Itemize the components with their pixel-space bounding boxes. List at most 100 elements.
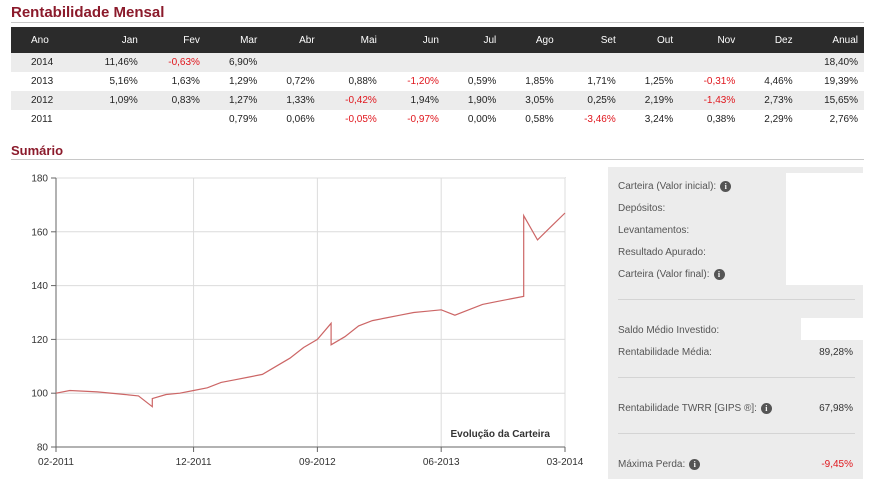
summary-title: Sumário [11, 143, 64, 158]
column-header: Fev [143, 27, 206, 53]
final-value-label: Carteira (Valor final): i [618, 269, 725, 280]
table-cell: 3,05% [502, 91, 560, 110]
plot-area [55, 177, 566, 448]
table-cell [621, 53, 680, 72]
x-tick-label: 06-2013 [423, 457, 460, 468]
table-cell [444, 53, 503, 72]
table-cell [382, 53, 445, 72]
table-cell [679, 53, 742, 72]
table-cell: -1,20% [407, 76, 439, 87]
table-cell [502, 53, 560, 72]
table-cell: 0,00% [467, 114, 497, 125]
table-cell: -0,63% [143, 53, 206, 72]
table-cell: -1,43% [679, 91, 742, 110]
table-cell: 2,73% [741, 91, 799, 110]
table-cell: 2011 [31, 114, 53, 125]
column-header: Dez [741, 27, 799, 53]
summary-panel: Carteira (Valor inicial): i Depósitos: Le… [608, 167, 863, 479]
column-header: Ano [11, 27, 80, 53]
table-cell: 1,71% [587, 76, 616, 87]
table-cell: 4,46% [764, 76, 793, 87]
chart-title: Evolução da Carteira [451, 429, 551, 440]
table-cell: -0,42% [320, 91, 383, 110]
table-cell: -0,05% [345, 114, 377, 125]
table-cell: 1,63% [171, 76, 200, 87]
x-tick-label: 12-2011 [176, 457, 212, 468]
table-cell: 3,24% [644, 114, 674, 125]
table-row: 2014 11,46% -0,63% 6,90% 18,40% [11, 53, 864, 72]
table-cell: 2,29% [764, 114, 793, 125]
column-header: Anual [798, 27, 864, 53]
result-label: Resultado Apurado: [618, 247, 706, 258]
column-header: Abr [263, 27, 321, 53]
table-cell: 0,06% [286, 114, 315, 125]
x-tick-label: 03-2014 [547, 457, 584, 468]
table-cell: 0,59% [467, 76, 497, 87]
table-cell: 19,39% [824, 76, 858, 87]
table-cell: 2,76% [829, 114, 858, 125]
table-cell: 2012 [11, 91, 80, 110]
table-cell: 0,88% [348, 76, 377, 87]
y-tick-label: 180 [31, 174, 48, 185]
table-cell: -0,31% [703, 76, 736, 87]
info-icon[interactable]: i [689, 459, 701, 470]
table-cell [80, 110, 144, 129]
table-row: 2011 0,79% 0,06% -0,05% -0,97% 0,00% 0,58% -3,4… [11, 110, 864, 129]
info-icon[interactable]: i [713, 269, 725, 280]
value-box [786, 173, 863, 285]
series-line [55, 212, 566, 408]
twrr-value: 67,98% [819, 403, 853, 414]
table-cell: 0,72% [286, 76, 315, 87]
table-cell: 1,90% [444, 91, 503, 110]
y-tick-label: 120 [31, 335, 48, 346]
title-divider [11, 159, 864, 160]
column-header: Mai [320, 27, 383, 53]
table-cell: 6,90% [205, 53, 264, 72]
table-row: 2012 1,09% 0,83% 1,27% 1,33% -0,42% 1,94% 1,90%… [11, 91, 864, 110]
column-header: Jan [79, 27, 144, 53]
deposits-label: Depósitos: [618, 203, 666, 214]
table-row: 2013 5,16% 1,63% 1,29% 0,72% 0,88% -1,20% 0,59%… [11, 72, 864, 91]
table-cell: 2,19% [621, 91, 680, 110]
info-icon[interactable]: i [720, 181, 732, 192]
table-cell: 1,94% [382, 91, 445, 110]
max-loss-label: Máxima Perda: i [618, 459, 701, 470]
table-cell [559, 53, 622, 72]
avg-balance-label: Saldo Médio Investido: [618, 325, 720, 336]
column-header: Ago [502, 27, 560, 53]
table-cell: 1,85% [525, 76, 554, 87]
table-cell [320, 53, 383, 72]
table-cell: 1,33% [263, 91, 321, 110]
table-cell: 15,65% [798, 91, 864, 110]
column-header: Jun [382, 27, 445, 53]
initial-value-label: Carteira (Valor inicial): i [618, 181, 732, 192]
table-cell: 0,38% [706, 114, 736, 125]
monthly-returns-table: Ano Jan Fev Mar Abr Mai Jun Jul Ago Set Out Nov Dez A… [11, 27, 864, 129]
summary-divider [618, 299, 855, 300]
column-header: Set [559, 27, 622, 53]
table-cell: 1,25% [644, 76, 674, 87]
portfolio-chart: 80 100 120 140 160 180 02-2011 12-2011 09-2012 06… [31, 174, 584, 469]
y-tick-label: 80 [37, 443, 49, 454]
withdrawals-label: Levantamentos: [618, 225, 690, 236]
y-tick-label: 140 [31, 281, 48, 292]
table-cell [144, 110, 206, 129]
info-icon[interactable]: i [760, 403, 772, 414]
table-cell: -3,46% [584, 114, 616, 125]
table-cell: 0,83% [143, 91, 206, 110]
value-box [801, 318, 863, 340]
x-tick-label: 02-2011 [38, 457, 74, 468]
y-tick-label: 160 [31, 227, 48, 238]
avg-return-label: Rentabilidade Média: [618, 347, 712, 358]
avg-return-value: 89,28% [819, 347, 853, 358]
twrr-label: Rentabilidade TWRR [GIPS ®]: i [618, 403, 772, 414]
max-loss-value: -9,45% [821, 459, 853, 470]
summary-divider [618, 433, 855, 434]
table-cell: 18,40% [798, 53, 864, 72]
table-cell: 1,29% [228, 76, 258, 87]
column-header: Out [621, 27, 680, 53]
table-cell: 0,79% [228, 114, 258, 125]
table-cell [741, 53, 799, 72]
column-header: Nov [679, 27, 742, 53]
table-cell: 1,09% [79, 91, 144, 110]
